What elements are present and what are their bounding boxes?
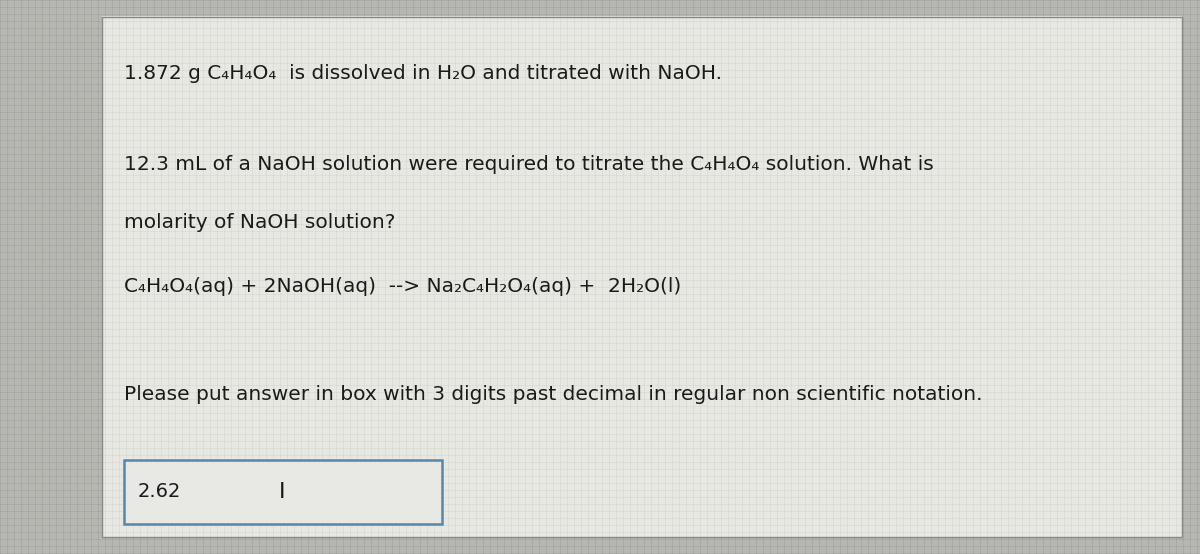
Text: molarity of NaOH solution?: molarity of NaOH solution? — [124, 213, 395, 232]
Text: 2.62: 2.62 — [138, 482, 181, 501]
Text: Please put answer in box with 3 digits past decimal in regular non scientific no: Please put answer in box with 3 digits p… — [124, 385, 982, 404]
Text: I: I — [280, 481, 286, 502]
Text: 12.3 mL of a NaOH solution were required to titrate the C₄H₄O₄ solution. What is: 12.3 mL of a NaOH solution were required… — [124, 155, 934, 174]
Text: C₄H₄O₄(aq) + 2NaOH(aq)  --> Na₂C₄H₂O₄(aq) +  2H₂O(l): C₄H₄O₄(aq) + 2NaOH(aq) --> Na₂C₄H₂O₄(aq)… — [124, 277, 680, 296]
FancyBboxPatch shape — [124, 460, 442, 524]
Text: 1.872 g C₄H₄O₄  is dissolved in H₂O and titrated with NaOH.: 1.872 g C₄H₄O₄ is dissolved in H₂O and t… — [124, 64, 721, 83]
